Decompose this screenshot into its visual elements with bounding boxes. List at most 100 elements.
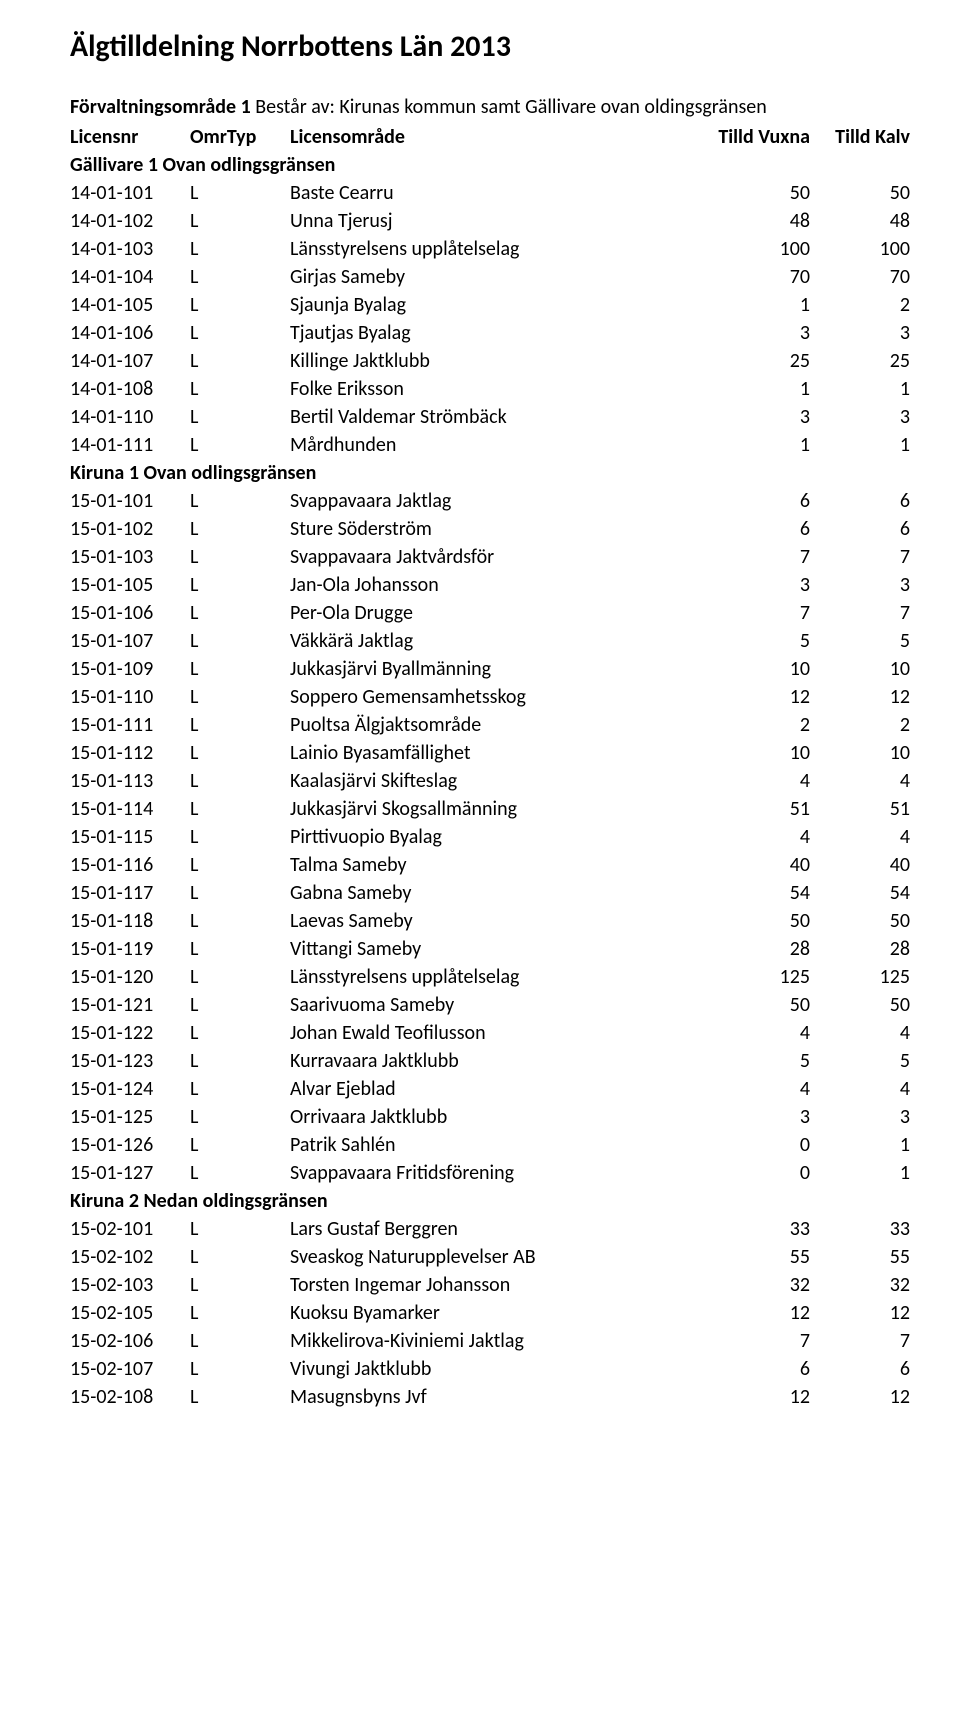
cell-licensnr: 15-01-113 <box>70 767 190 795</box>
cell-vuxna: 100 <box>700 235 810 263</box>
cell-licensnr: 15-01-110 <box>70 683 190 711</box>
cell-vuxna: 7 <box>700 599 810 627</box>
cell-kalv: 4 <box>810 1019 910 1047</box>
cell-kalv: 55 <box>810 1243 910 1271</box>
subtitle: Förvaltningsområde 1 Består av: Kirunas … <box>70 95 910 119</box>
cell-licensnr: 15-01-124 <box>70 1075 190 1103</box>
cell-omrtyp: L <box>190 1075 290 1103</box>
table-row: 15-02-102LSveaskog Naturupplevelser AB55… <box>70 1243 910 1271</box>
cell-omrtyp: L <box>190 347 290 375</box>
cell-kalv: 6 <box>810 487 910 515</box>
cell-omrtyp: L <box>190 739 290 767</box>
cell-kalv: 50 <box>810 907 910 935</box>
cell-kalv: 1 <box>810 1131 910 1159</box>
cell-licensnr: 14-01-106 <box>70 319 190 347</box>
cell-omrade: Kurravaara Jaktklubb <box>290 1047 700 1075</box>
table-row: 14-01-104LGirjas Sameby7070 <box>70 263 910 291</box>
cell-omrade: Sveaskog Naturupplevelser AB <box>290 1243 700 1271</box>
section-heading: Kiruna 2 Nedan oldingsgränsen <box>70 1187 910 1215</box>
cell-vuxna: 50 <box>700 907 810 935</box>
cell-omrtyp: L <box>190 403 290 431</box>
cell-vuxna: 5 <box>700 627 810 655</box>
cell-licensnr: 14-01-108 <box>70 375 190 403</box>
cell-kalv: 12 <box>810 683 910 711</box>
cell-omrtyp: L <box>190 543 290 571</box>
cell-omrtyp: L <box>190 1019 290 1047</box>
cell-kalv: 40 <box>810 851 910 879</box>
section-heading-text: Kiruna 1 Ovan odlingsgränsen <box>70 459 910 487</box>
cell-omrade: Sjaunja Byalag <box>290 291 700 319</box>
table-row: 15-01-117LGabna Sameby5454 <box>70 879 910 907</box>
cell-kalv: 25 <box>810 347 910 375</box>
cell-kalv: 10 <box>810 655 910 683</box>
cell-licensnr: 15-01-117 <box>70 879 190 907</box>
cell-vuxna: 40 <box>700 851 810 879</box>
cell-omrade: Girjas Sameby <box>290 263 700 291</box>
table-row: 15-02-105LKuoksu Byamarker1212 <box>70 1299 910 1327</box>
cell-omrade: Masugnsbyns Jvf <box>290 1383 700 1411</box>
cell-kalv: 3 <box>810 571 910 599</box>
cell-vuxna: 0 <box>700 1159 810 1187</box>
table-row: 15-01-122LJohan Ewald Teofilusson44 <box>70 1019 910 1047</box>
cell-omrade: Unna Tjerusj <box>290 207 700 235</box>
table-row: 15-01-125LOrrivaara Jaktklubb33 <box>70 1103 910 1131</box>
cell-vuxna: 33 <box>700 1215 810 1243</box>
cell-vuxna: 3 <box>700 403 810 431</box>
cell-kalv: 2 <box>810 711 910 739</box>
cell-licensnr: 15-01-111 <box>70 711 190 739</box>
table-row: 15-02-106LMikkelirova-Kiviniemi Jaktlag7… <box>70 1327 910 1355</box>
cell-licensnr: 15-01-118 <box>70 907 190 935</box>
cell-omrade: Lars Gustaf Berggren <box>290 1215 700 1243</box>
cell-omrtyp: L <box>190 935 290 963</box>
cell-kalv: 6 <box>810 515 910 543</box>
header-licensnr: Licensnr <box>70 123 190 151</box>
cell-vuxna: 1 <box>700 375 810 403</box>
table-row: 15-01-102LSture Söderström66 <box>70 515 910 543</box>
cell-omrtyp: L <box>190 179 290 207</box>
cell-omrade: Mikkelirova-Kiviniemi Jaktlag <box>290 1327 700 1355</box>
table-row: 15-02-101LLars Gustaf Berggren3333 <box>70 1215 910 1243</box>
cell-kalv: 3 <box>810 403 910 431</box>
cell-omrade: Alvar Ejeblad <box>290 1075 700 1103</box>
table-row: 15-01-127LSvappavaara Fritidsförening01 <box>70 1159 910 1187</box>
cell-omrade: Torsten Ingemar Johansson <box>290 1271 700 1299</box>
cell-omrade: Vivungi Jaktklubb <box>290 1355 700 1383</box>
cell-omrade: Saarivuoma Sameby <box>290 991 700 1019</box>
table-row: 14-01-106LTjautjas Byalag33 <box>70 319 910 347</box>
cell-vuxna: 4 <box>700 1019 810 1047</box>
cell-vuxna: 55 <box>700 1243 810 1271</box>
cell-vuxna: 50 <box>700 991 810 1019</box>
cell-licensnr: 15-01-112 <box>70 739 190 767</box>
cell-kalv: 3 <box>810 1103 910 1131</box>
cell-omrade: Jukkasjärvi Byallmänning <box>290 655 700 683</box>
table-row: 15-01-107LVäkkärä Jaktlag55 <box>70 627 910 655</box>
header-omrtyp: OmrTyp <box>190 123 290 151</box>
table-row: 14-01-103LLänsstyrelsens upplåtelselag10… <box>70 235 910 263</box>
table-row: 14-01-102LUnna Tjerusj4848 <box>70 207 910 235</box>
table-row: 15-01-120LLänsstyrelsens upplåtelselag12… <box>70 963 910 991</box>
cell-kalv: 33 <box>810 1215 910 1243</box>
cell-omrtyp: L <box>190 1159 290 1187</box>
cell-omrtyp: L <box>190 1103 290 1131</box>
cell-vuxna: 2 <box>700 711 810 739</box>
cell-omrtyp: L <box>190 1215 290 1243</box>
cell-licensnr: 15-01-114 <box>70 795 190 823</box>
table-row: 15-01-110LSoppero Gemensamhetsskog1212 <box>70 683 910 711</box>
table-row: 15-02-107LVivungi Jaktklubb66 <box>70 1355 910 1383</box>
cell-omrtyp: L <box>190 795 290 823</box>
cell-licensnr: 15-01-105 <box>70 571 190 599</box>
table-row: 15-01-106LPer-Ola Drugge77 <box>70 599 910 627</box>
cell-kalv: 7 <box>810 543 910 571</box>
cell-omrtyp: L <box>190 1047 290 1075</box>
section-heading: Gällivare 1 Ovan odlingsgränsen <box>70 151 910 179</box>
cell-omrade: Folke Eriksson <box>290 375 700 403</box>
cell-kalv: 4 <box>810 767 910 795</box>
cell-omrtyp: L <box>190 291 290 319</box>
cell-vuxna: 3 <box>700 1103 810 1131</box>
cell-omrade: Mårdhunden <box>290 431 700 459</box>
table-row: 15-01-114LJukkasjärvi Skogsallmänning515… <box>70 795 910 823</box>
cell-kalv: 28 <box>810 935 910 963</box>
section-heading-text: Gällivare 1 Ovan odlingsgränsen <box>70 151 910 179</box>
cell-vuxna: 1 <box>700 291 810 319</box>
cell-kalv: 12 <box>810 1383 910 1411</box>
